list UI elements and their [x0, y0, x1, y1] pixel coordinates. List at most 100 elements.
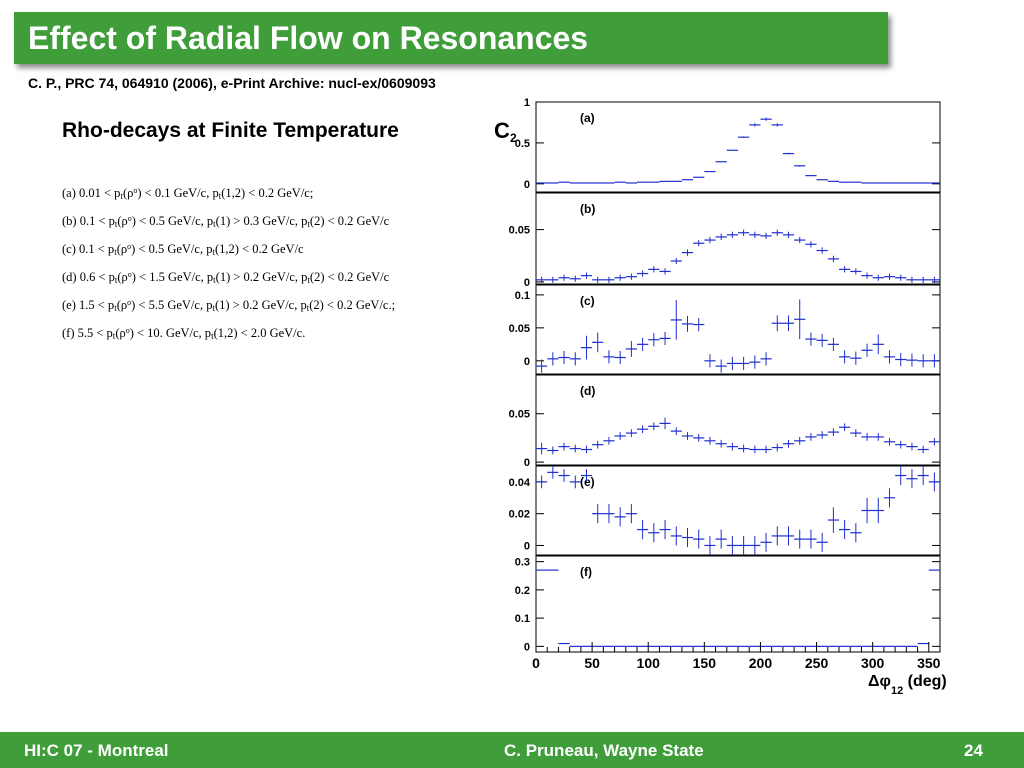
- cut-text: t: [211, 331, 214, 341]
- cut-text: ) < 1.5 GeV/c, p: [131, 270, 214, 284]
- footer-bar: HI:C 07 - Montreal C. Pruneau, Wayne Sta…: [0, 732, 1024, 768]
- panel-f: 0 0.1 0.2 0.3 (f): [515, 555, 941, 653]
- cut-text: o: [127, 242, 132, 251]
- citation: C. P., PRC 74, 064910 (2006), e-Print Ar…: [28, 75, 436, 91]
- cut-item: (c) 0.1 < pt(ρo) < 0.5 GeV/c, pt(1,2) < …: [62, 241, 395, 269]
- panel-a: 0 0.5 1 (a): [515, 97, 941, 193]
- cut-text: t: [218, 191, 222, 201]
- y-tick-label: 0: [524, 540, 530, 552]
- cut-text: ) < 0.1 GeV/c, p: [137, 186, 219, 200]
- slide-subtitle: Rho-decays at Finite Temperature: [62, 119, 399, 142]
- cut-text: o: [133, 186, 138, 195]
- y-tick-label: 0: [524, 641, 530, 653]
- panel-e: 0 0.02 0.04 (e): [509, 465, 941, 556]
- cut-text: (b) 0.1 < p: [62, 214, 115, 228]
- panel-frame: [535, 284, 941, 375]
- cut-text: (f) 5.5 < p: [62, 326, 113, 340]
- cut-text: o: [127, 298, 132, 307]
- title-bar: Effect of Radial Flow on Resonances: [14, 12, 888, 64]
- panel-label: (c): [580, 294, 595, 308]
- cut-text: t: [213, 219, 216, 229]
- y-tick-label: 0.5: [515, 138, 530, 150]
- panel-frame: [535, 374, 941, 466]
- cut-text: t: [213, 275, 216, 285]
- cut-text: (ρ: [116, 298, 128, 312]
- y-tick-label: 0.1: [515, 290, 530, 302]
- footer-author: C. Pruneau, Wayne State: [504, 741, 704, 760]
- y-tick-label: 0.1: [515, 613, 530, 625]
- cut-text: (d) 0.6 < p: [62, 270, 115, 284]
- y-tick-label: 1: [524, 97, 530, 109]
- cut-text: (1,2) < 0.2 GeV/c: [214, 242, 304, 256]
- x-tick-label: 100: [637, 655, 661, 671]
- cut-list: (a) 0.01 < pt(ρo) < 0.1 GeV/c, pt(1,2) <…: [62, 185, 395, 353]
- panel-label: (a): [580, 111, 595, 125]
- cut-item: (e) 1.5 < pt(ρo) < 5.5 GeV/c, pt(1) > 0.…: [62, 297, 395, 325]
- x-axis-label-unit: (deg): [903, 673, 947, 690]
- page-number: 24: [964, 741, 983, 760]
- cut-item: (f) 5.5 < pt(ρo) < 10. GeV/c, pt(1,2) < …: [62, 325, 395, 353]
- y-tick-label: 0: [524, 457, 530, 469]
- y-tick-label: 0.05: [509, 323, 530, 335]
- x-tick-label: 200: [749, 655, 773, 671]
- panel-label: (b): [580, 202, 595, 216]
- panel-d: 0 0.05 (d): [509, 374, 941, 469]
- cut-text: (ρ: [117, 270, 128, 284]
- y-tick-label: 0: [524, 277, 530, 289]
- cut-text: ) < 0.5 GeV/c, p: [131, 214, 214, 228]
- cut-item: (a) 0.01 < pt(ρo) < 0.1 GeV/c, pt(1,2) <…: [62, 185, 395, 213]
- cut-text: (ρ: [122, 186, 134, 200]
- cut-text: t: [307, 275, 310, 285]
- cut-text: ) < 5.5 GeV/c, p: [131, 298, 213, 312]
- x-tick-label: 250: [805, 655, 829, 671]
- cut-item: (b) 0.1 < pt(ρo) < 0.5 GeV/c, pt(1) > 0.…: [62, 213, 395, 241]
- cut-text: t: [212, 303, 215, 313]
- cut-text: (e) 1.5 < p: [62, 298, 115, 312]
- cut-text: t: [306, 303, 310, 313]
- y-tick-label: 0.05: [509, 225, 530, 237]
- x-tick-label: 300: [861, 655, 885, 671]
- x-axis-label-main: Δφ: [868, 673, 891, 690]
- x-axis-label: Δφ12 (deg): [868, 673, 947, 697]
- cut-text: t: [112, 331, 116, 341]
- cut-text: (1,2) < 2.0 GeV/c.: [213, 326, 306, 340]
- panel-c: 0 0.05 0.1 (c): [509, 284, 941, 375]
- cut-text: t: [114, 303, 117, 313]
- y-tick-label: 0: [524, 356, 530, 368]
- c2-correlation-figure: 0 0.5 1 (a) 0 0.05 (b) 0 0.05 0.1 (c) 0 0.05 (d) 0 0.02…: [494, 97, 947, 697]
- cut-text: t: [120, 191, 123, 201]
- cut-text: o: [127, 214, 132, 223]
- cut-text: t: [212, 247, 215, 257]
- y-axis-label: C: [494, 118, 510, 143]
- cut-text: (1) > 0.2 GeV/c, p: [215, 270, 308, 284]
- panel-frame: [535, 101, 941, 193]
- cut-text: (2) < 0.2 GeV/c.;: [309, 298, 396, 312]
- cut-text: t: [114, 275, 118, 285]
- footer-venue: HI:C 07 - Montreal: [24, 741, 169, 760]
- cut-text: (1,2) < 0.2 GeV/c;: [221, 186, 314, 200]
- x-tick-label: 50: [584, 655, 600, 671]
- cut-text: (1) > 0.3 GeV/c, p: [215, 214, 308, 228]
- panel-label: (e): [580, 475, 595, 489]
- cut-text: ) < 0.5 GeV/c, p: [131, 242, 213, 256]
- cut-text: o: [127, 270, 132, 279]
- x-axis-label-sub: 12: [891, 685, 903, 697]
- cut-text: o: [125, 326, 130, 335]
- cut-text: (a) 0.01 < p: [62, 186, 121, 200]
- cut-item: (d) 0.6 < pt(ρo) < 1.5 GeV/c, pt(1) > 0.…: [62, 269, 395, 297]
- cut-text: (c) 0.1 < p: [62, 242, 115, 256]
- panel-label: (f): [580, 565, 592, 579]
- cut-text: (ρ: [115, 326, 126, 340]
- cut-text: (ρ: [117, 214, 128, 228]
- y-tick-label: 0.05: [509, 409, 530, 421]
- cut-text: (1) > 0.2 GeV/c, p: [214, 298, 307, 312]
- x-tick-label: 150: [693, 655, 717, 671]
- y-tick-label: 0.2: [515, 585, 530, 597]
- y-axis-label-sub: 2: [510, 131, 517, 145]
- cut-text: (ρ: [116, 242, 128, 256]
- cut-text: t: [114, 219, 118, 229]
- panel-b: 0 0.05 (b): [509, 192, 941, 289]
- y-tick-label: 0.02: [509, 509, 530, 521]
- cut-text: (2) < 0.2 GeV/c: [309, 270, 390, 284]
- y-tick-label: 0.04: [509, 477, 531, 489]
